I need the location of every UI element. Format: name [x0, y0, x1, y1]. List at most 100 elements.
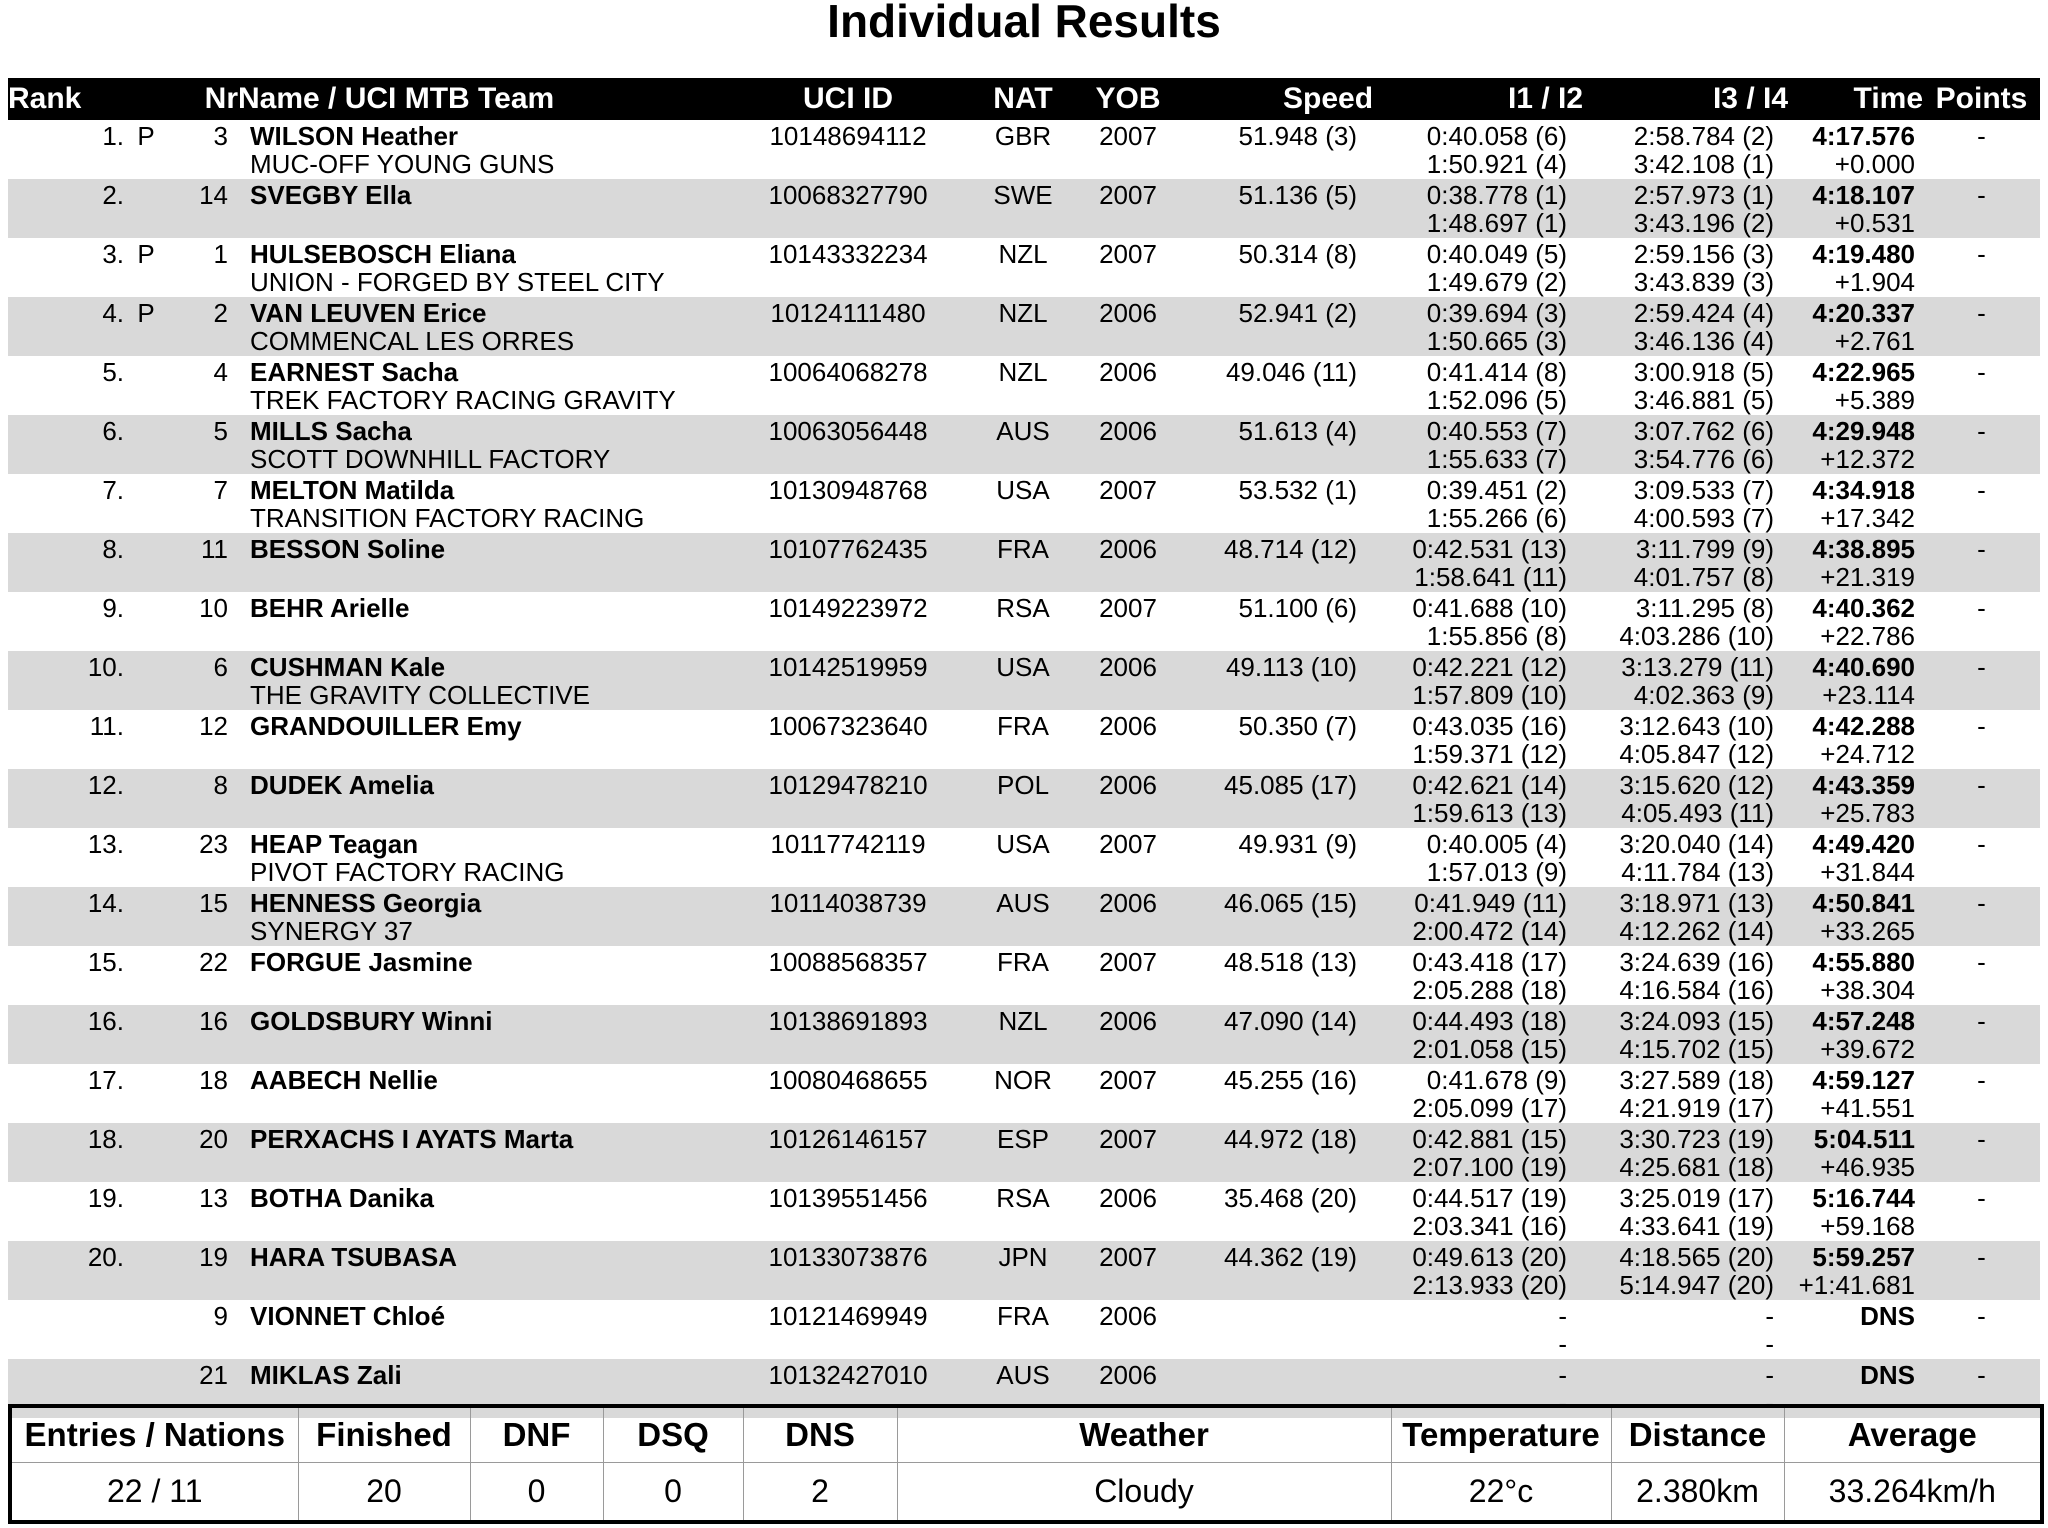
- time-gap: +1.904: [1834, 267, 1916, 297]
- summary-header-weather: Weather: [897, 1406, 1392, 1463]
- split-i4: -: [1765, 1329, 1775, 1359]
- nationality: USA: [996, 829, 1050, 859]
- uci-id: 10114038739: [769, 888, 927, 918]
- rider-name: FORGUE Jasmine: [250, 947, 473, 977]
- rider-name: HARA TSUBASA: [250, 1242, 458, 1272]
- split-i1: 0:40.553 (7): [1426, 416, 1568, 446]
- time-gap: +46.935: [1820, 1152, 1916, 1182]
- split-i3: -: [1765, 1360, 1775, 1390]
- rank-value: 3.: [102, 239, 124, 269]
- rank-value: 1.: [102, 121, 124, 151]
- split-i1: 0:42.881 (15): [1412, 1124, 1568, 1154]
- rider-number: 15: [199, 888, 229, 918]
- nationality: FRA: [997, 947, 1050, 977]
- rider-name: BESSON Soline: [250, 534, 446, 564]
- time-gap: +31.844: [1820, 857, 1916, 887]
- split-i4: 5:14.947 (20): [1619, 1270, 1775, 1300]
- final-time: 4:55.880: [1812, 947, 1916, 977]
- final-time: 4:22.965: [1812, 357, 1916, 387]
- time-gap: +5.389: [1834, 385, 1916, 415]
- points-value: -: [1977, 121, 1986, 151]
- year-of-birth: 2007: [1099, 239, 1157, 269]
- split-i2: 1:55.633 (7): [1426, 444, 1568, 474]
- rider-name: HENNESS Georgia: [250, 888, 482, 918]
- rank-value: 4.: [102, 298, 124, 328]
- year-of-birth: 2006: [1099, 1301, 1157, 1331]
- split-i2: 1:59.371 (12): [1412, 739, 1568, 769]
- rider-number: 5: [213, 416, 229, 446]
- rank-value: 2.: [102, 180, 124, 210]
- header-name: Name / UCI MTB Team: [238, 78, 729, 120]
- summary-value-distance: 2.380km: [1611, 1462, 1785, 1522]
- points-value: -: [1977, 888, 1986, 918]
- split-i1: 0:40.049 (5): [1426, 239, 1568, 269]
- speed-value: 51.100 (6): [1238, 593, 1358, 623]
- time-gap: +23.114: [1822, 680, 1916, 710]
- split-i2: -: [1558, 1329, 1568, 1359]
- split-i3: 3:13.279 (11): [1621, 652, 1775, 682]
- rider-number: 16: [199, 1006, 229, 1036]
- rider-number: 4: [213, 357, 229, 387]
- split-i3: 2:57.973 (1): [1633, 180, 1775, 210]
- time-gap: +0.000: [1834, 149, 1916, 179]
- uci-id: 10148694112: [769, 121, 927, 151]
- year-of-birth: 2006: [1099, 888, 1157, 918]
- rider-number: 14: [199, 180, 229, 210]
- time-gap: +33.265: [1820, 916, 1916, 946]
- time-gap: +17.342: [1820, 503, 1916, 533]
- speed-value: 48.714 (12): [1224, 534, 1358, 564]
- year-of-birth: 2007: [1099, 593, 1157, 623]
- rider-name: MIKLAS Zali: [250, 1360, 402, 1390]
- year-of-birth: 2006: [1099, 1183, 1157, 1213]
- summary-value-dsq: 0: [603, 1462, 744, 1522]
- rider-team: SCOTT DOWNHILL FACTORY: [250, 444, 611, 474]
- split-i4: 4:02.363 (9): [1633, 680, 1775, 710]
- rank-value: 10.: [87, 652, 124, 682]
- individual-results-table: Rank Nr Name / UCI MTB Team UCI ID NAT Y…: [8, 78, 2041, 1418]
- split-i1: 0:42.531 (13): [1412, 534, 1568, 564]
- rider-name: EARNEST Sacha: [250, 357, 459, 387]
- split-i2: 2:03.341 (16): [1412, 1211, 1568, 1241]
- result-row: 6. 5 MILLS Sacha SCOTT DOWNHILL FACTORY 1006…: [8, 415, 2041, 474]
- uci-id: 10143332234: [768, 239, 928, 269]
- rider-team: PIVOT FACTORY RACING: [250, 857, 565, 887]
- rider-number: 11: [201, 534, 229, 564]
- header-yob: YOB: [1078, 78, 1179, 120]
- summary-value-dns: 2: [743, 1462, 898, 1522]
- points-value: -: [1977, 475, 1986, 505]
- rider-name: GRANDOUILLER Emy: [250, 711, 522, 741]
- speed-value: 51.948 (3): [1238, 121, 1358, 151]
- split-i2: 2:07.100 (19): [1412, 1152, 1568, 1182]
- time-gap: +24.712: [1820, 739, 1916, 769]
- rank-value: 9.: [102, 593, 124, 623]
- rider-number: 19: [199, 1242, 229, 1272]
- uci-id: 10130948768: [768, 475, 928, 505]
- split-i2: 2:13.933 (20): [1412, 1270, 1568, 1300]
- split-i2: 1:48.697 (1): [1426, 208, 1568, 238]
- final-time: 4:20.337: [1812, 298, 1916, 328]
- rider-number: 20: [199, 1124, 229, 1154]
- result-row: 20. 19 HARA TSUBASA 10133073876 JPN 2007 44.36…: [8, 1241, 2041, 1300]
- year-of-birth: 2007: [1099, 829, 1157, 859]
- split-i4: 3:46.881 (5): [1633, 385, 1775, 415]
- speed-value: 45.085 (17): [1224, 770, 1358, 800]
- final-time: 4:50.841: [1812, 888, 1916, 918]
- uci-id: 10142519959: [768, 652, 928, 682]
- time-gap: +41.551: [1820, 1093, 1916, 1123]
- split-i3: 3:24.093 (15): [1619, 1006, 1775, 1036]
- result-row: 1. P 3 WILSON Heather MUC-OFF YOUNG GUNS 1014…: [8, 120, 2040, 179]
- result-row: 18. 20 PERXACHS I AYATS Marta 10126146157 ES…: [8, 1123, 2041, 1182]
- rider-number: 7: [213, 475, 229, 505]
- uci-id: 10107762435: [768, 534, 928, 564]
- split-i4: 3:42.108 (1): [1633, 149, 1775, 179]
- rank-value: 15.: [87, 947, 124, 977]
- rider-team: TREK FACTORY RACING GRAVITY: [250, 385, 676, 415]
- points-value: -: [1977, 1065, 1986, 1095]
- nationality: GBR: [994, 121, 1052, 151]
- speed-value: 51.136 (5): [1238, 180, 1358, 210]
- summary-value-row: 22 / 11 20 0 0 2 Cloudy 22°c 2.380km 33.…: [10, 1462, 2042, 1522]
- year-of-birth: 2006: [1099, 1360, 1157, 1390]
- uci-id: 10117742119: [770, 829, 926, 859]
- split-i1: 0:49.613 (20): [1412, 1242, 1568, 1272]
- nationality: FRA: [997, 711, 1050, 741]
